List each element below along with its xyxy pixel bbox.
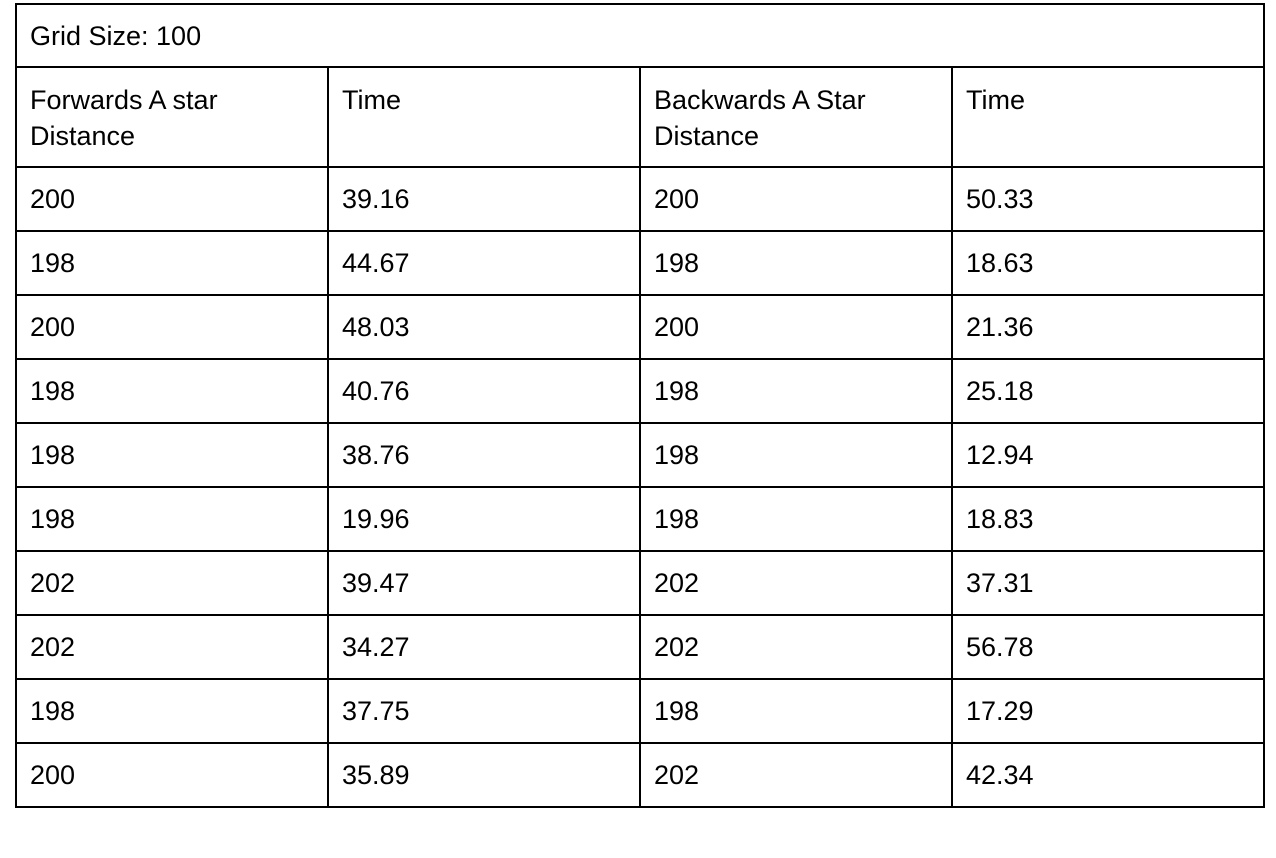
table-row: 202 34.27 202 56.78 (15, 614, 1266, 680)
backwards-time-cell: 12.94 (950, 422, 1266, 488)
forwards-distance-cell: 198 (15, 422, 329, 488)
table-row: 198 40.76 198 25.18 (15, 358, 1266, 424)
backwards-time-cell: 56.78 (950, 614, 1266, 680)
forwards-distance-cell: 198 (15, 358, 329, 424)
backwards-time-cell: 37.31 (950, 550, 1266, 616)
table-row: 202 39.47 202 37.31 (15, 550, 1266, 616)
backwards-time-cell: 42.34 (950, 742, 1266, 808)
table-row: 200 35.89 202 42.34 (15, 742, 1266, 808)
backwards-distance-cell: 202 (639, 742, 953, 808)
table-row: 200 39.16 200 50.33 (15, 166, 1266, 232)
results-table: Grid Size: 100 Forwards A star Distance … (14, 3, 1266, 808)
results-table-container: Grid Size: 100 Forwards A star Distance … (14, 3, 1266, 808)
backwards-distance-cell: 198 (639, 230, 953, 296)
backwards-distance-cell: 200 (639, 294, 953, 360)
forwards-time-cell: 44.67 (327, 230, 641, 296)
forwards-distance-cell: 200 (15, 742, 329, 808)
forwards-distance-cell: 200 (15, 166, 329, 232)
backwards-distance-cell: 200 (639, 166, 953, 232)
header-backwards-time: Time (950, 66, 1266, 168)
table-row: 200 48.03 200 21.36 (15, 294, 1266, 360)
forwards-distance-cell: 200 (15, 294, 329, 360)
forwards-distance-cell: 198 (15, 486, 329, 552)
backwards-distance-cell: 198 (639, 422, 953, 488)
forwards-time-cell: 39.47 (327, 550, 641, 616)
backwards-time-cell: 50.33 (950, 166, 1266, 232)
grid-size-title: Grid Size: 100 (14, 3, 1266, 68)
forwards-time-cell: 34.27 (327, 614, 641, 680)
title-row: Grid Size: 100 (14, 3, 1266, 68)
table-row: 198 19.96 198 18.83 (15, 486, 1266, 552)
forwards-time-cell: 39.16 (327, 166, 641, 232)
backwards-time-cell: 17.29 (950, 678, 1266, 744)
table-row: 198 44.67 198 18.63 (15, 230, 1266, 296)
forwards-time-cell: 37.75 (327, 678, 641, 744)
forwards-distance-cell: 198 (15, 678, 329, 744)
backwards-distance-cell: 202 (639, 550, 953, 616)
header-forwards-distance: Forwards A star Distance (15, 66, 329, 168)
backwards-time-cell: 21.36 (950, 294, 1266, 360)
backwards-distance-cell: 202 (639, 614, 953, 680)
forwards-time-cell: 48.03 (327, 294, 641, 360)
forwards-distance-cell: 202 (15, 550, 329, 616)
table-row: 198 37.75 198 17.29 (15, 678, 1266, 744)
forwards-time-cell: 19.96 (327, 486, 641, 552)
header-backwards-distance: Backwards A Star Distance (639, 66, 953, 168)
forwards-time-cell: 40.76 (327, 358, 641, 424)
backwards-time-cell: 25.18 (950, 358, 1266, 424)
header-forwards-time: Time (327, 66, 641, 168)
forwards-time-cell: 35.89 (327, 742, 641, 808)
forwards-distance-cell: 202 (15, 614, 329, 680)
backwards-distance-cell: 198 (639, 358, 953, 424)
forwards-distance-cell: 198 (15, 230, 329, 296)
backwards-time-cell: 18.63 (950, 230, 1266, 296)
backwards-distance-cell: 198 (639, 678, 953, 744)
backwards-time-cell: 18.83 (950, 486, 1266, 552)
forwards-time-cell: 38.76 (327, 422, 641, 488)
header-row: Forwards A star Distance Time Backwards … (15, 66, 1266, 168)
backwards-distance-cell: 198 (639, 486, 953, 552)
table-row: 198 38.76 198 12.94 (15, 422, 1266, 488)
